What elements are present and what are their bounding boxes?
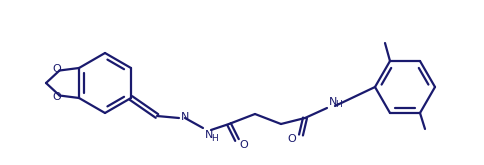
Text: H: H <box>335 99 342 109</box>
Text: O: O <box>52 92 61 101</box>
Text: O: O <box>52 65 61 75</box>
Text: N: N <box>329 97 337 107</box>
Text: N: N <box>181 112 189 122</box>
Text: O: O <box>239 140 248 150</box>
Text: O: O <box>287 134 296 144</box>
Text: H: H <box>211 134 218 143</box>
Text: N: N <box>205 130 213 140</box>
